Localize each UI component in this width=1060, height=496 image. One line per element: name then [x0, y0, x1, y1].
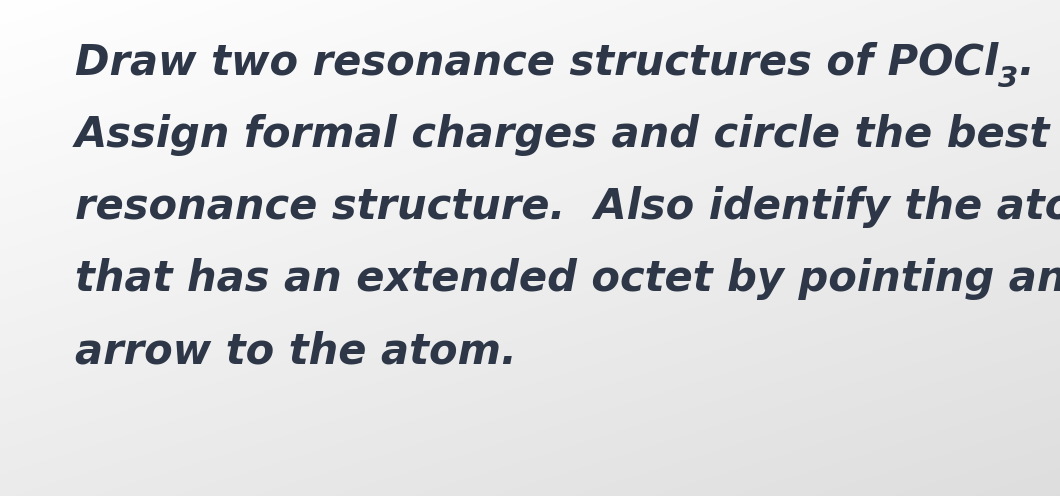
Text: 3: 3	[999, 65, 1019, 93]
Text: Draw two resonance structures of POCl: Draw two resonance structures of POCl	[75, 42, 999, 84]
Text: arrow to the atom.: arrow to the atom.	[75, 330, 517, 372]
Text: .: .	[1019, 42, 1035, 84]
Text: resonance structure.  Also identify the atom: resonance structure. Also identify the a…	[75, 186, 1060, 228]
Text: that has an extended octet by pointing an: that has an extended octet by pointing a…	[75, 258, 1060, 300]
Text: Assign formal charges and circle the best: Assign formal charges and circle the bes…	[75, 114, 1050, 156]
